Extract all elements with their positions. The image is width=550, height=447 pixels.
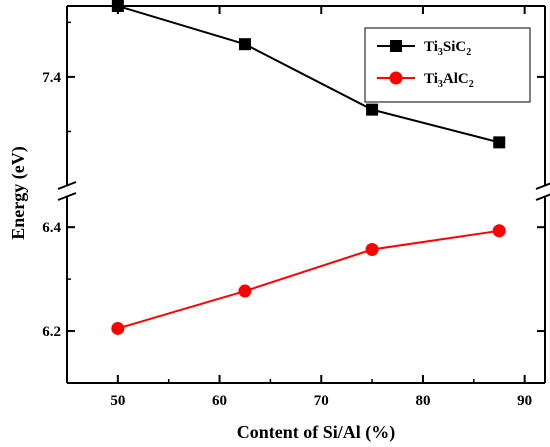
- data-point: [111, 0, 124, 12]
- data-point: [492, 224, 506, 238]
- axis-break-slash: [57, 192, 77, 201]
- legend-label-part: Ti: [424, 39, 438, 55]
- axis-break-slash: [535, 182, 550, 190]
- axis-break-slash: [57, 181, 77, 190]
- legend-label-part: 2: [469, 79, 474, 90]
- x-tick-label: 70: [314, 393, 329, 409]
- axis-break-slash: [535, 193, 550, 201]
- legend-label-part: 2: [466, 47, 471, 58]
- legend-label-part: 3: [438, 47, 443, 58]
- axis-break-right: [535, 182, 550, 201]
- x-tick-label: 60: [212, 393, 227, 409]
- axis-break-gap: [58, 185, 76, 197]
- legend-marker: [389, 71, 403, 85]
- legend-label-part: AlC: [443, 71, 469, 87]
- series-1: [111, 224, 506, 335]
- y-tick-label: 6.4: [42, 220, 61, 236]
- series-line: [117, 5, 500, 144]
- data-point: [493, 136, 506, 149]
- legend-marker: [390, 40, 402, 52]
- data-point: [238, 38, 251, 51]
- legend-label: Ti3AlC2: [424, 71, 474, 90]
- legend-label-part: Ti: [424, 71, 438, 87]
- series-line: [117, 229, 500, 330]
- axes: 50 60 70 80 90 7.4 6.2 6.4: [42, 5, 550, 409]
- data-point: [238, 284, 252, 298]
- x-tick-label: 80: [415, 393, 430, 409]
- series-0: [111, 0, 506, 149]
- series-layer: [111, 0, 506, 335]
- x-tick-label: 50: [110, 393, 125, 409]
- legend-label: Ti3SiC2: [424, 39, 471, 58]
- legend-label-part: 3: [438, 79, 443, 90]
- x-axis-title: Content of Si/Al (%): [237, 422, 396, 443]
- axis-break-left: [57, 181, 77, 201]
- legend-item: Ti3SiC2: [377, 39, 471, 58]
- y-tick-label: 6.2: [42, 324, 61, 340]
- data-point: [365, 243, 379, 257]
- data-point: [366, 103, 379, 116]
- legend-item: Ti3AlC2: [377, 71, 474, 90]
- data-point: [111, 321, 125, 335]
- y-tick-label: 7.4: [42, 70, 61, 86]
- y-axis-title: Energy (eV): [8, 146, 29, 239]
- x-tick-label: 90: [517, 393, 532, 409]
- legend-label-part: SiC: [443, 39, 466, 55]
